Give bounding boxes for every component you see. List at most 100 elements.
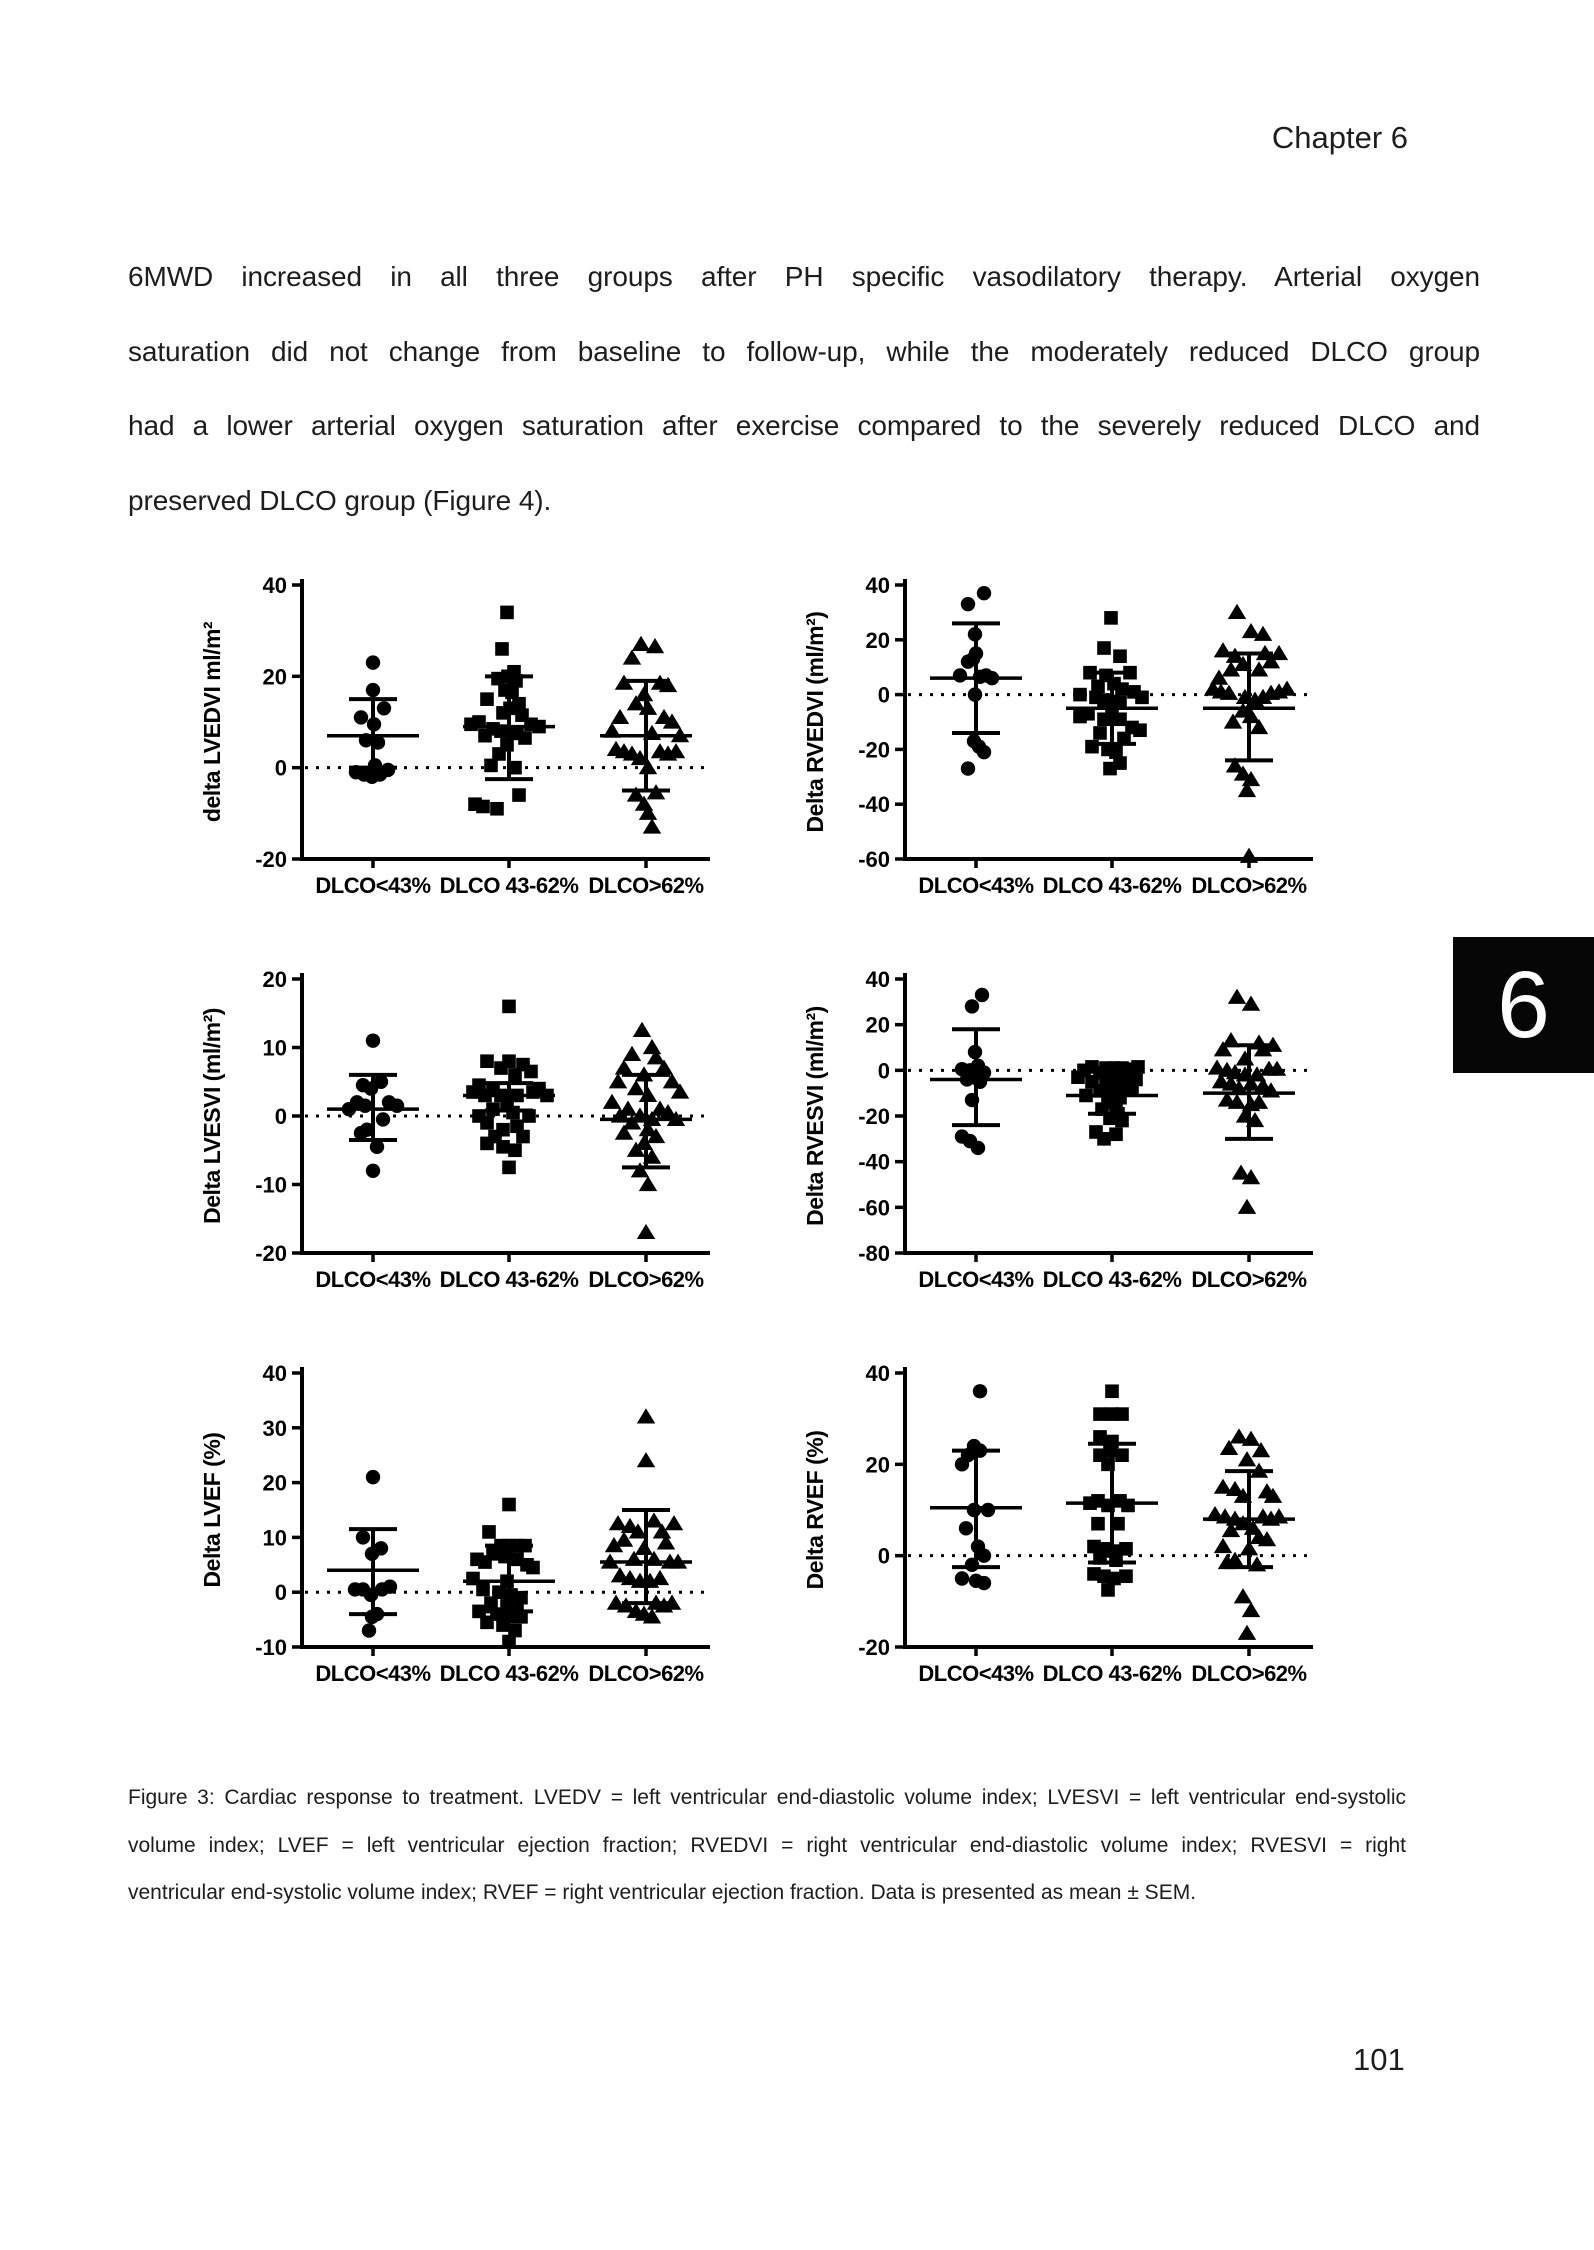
data-point-triangle [644, 1550, 664, 1566]
data-point-square [1093, 726, 1107, 740]
y-tick-label: -20 [858, 1104, 890, 1129]
data-point-square [1071, 1070, 1085, 1084]
data-point-square [1115, 1407, 1129, 1421]
data-point-triangle [1213, 1478, 1233, 1494]
data-point-triangle [1221, 1521, 1241, 1538]
data-point-square [526, 1560, 540, 1575]
x-tick-label: DLCO<43% [918, 1661, 1033, 1686]
data-point-circle [964, 1092, 980, 1108]
data-point-square [494, 724, 508, 738]
data-point-square [476, 1582, 490, 1597]
data-point-square [1115, 1113, 1129, 1128]
data-point-square [1113, 649, 1127, 664]
data-point-square [492, 1585, 506, 1599]
data-point-square [1113, 712, 1127, 727]
data-point-circle [967, 1044, 983, 1060]
data-point-square [512, 788, 526, 802]
data-point-triangle [642, 724, 662, 741]
data-point-circle [972, 1384, 988, 1399]
data-point-triangle [1239, 847, 1259, 863]
data-point-triangle [1235, 1050, 1255, 1066]
data-point-square [480, 1615, 494, 1630]
data-point-triangle [1213, 1041, 1233, 1057]
data-point-circle [375, 1112, 391, 1127]
y-tick-label: 40 [263, 1361, 287, 1386]
data-point-square [1091, 679, 1105, 694]
data-point-triangle [622, 649, 642, 665]
data-point-circle [976, 1548, 992, 1563]
data-point-triangle [1251, 1442, 1271, 1458]
data-point-square [516, 1129, 530, 1144]
x-tick-label: DLCO>62% [588, 1267, 703, 1292]
data-point-square [1091, 1516, 1105, 1531]
data-point-triangle [656, 1534, 676, 1550]
data-point-circle [365, 682, 381, 698]
data-point-circle [967, 627, 983, 642]
y-tick-label: 20 [263, 664, 287, 689]
data-point-circle [341, 1101, 357, 1117]
chart-delta-rvesvi: 40 20 0 -20 -40 -60 -80 Delta RVESVI (ml/m²) DLC… [802, 967, 1313, 1292]
data-point-square [1111, 1516, 1125, 1531]
data-point-square [532, 719, 546, 734]
data-point-square [524, 1064, 538, 1079]
paragraph-line: 6MWD increased in all three groups after… [128, 261, 1480, 292]
data-point-circle [365, 1163, 381, 1178]
data-point-square [484, 758, 498, 773]
data-point-triangle [1241, 1601, 1261, 1618]
data-point-triangle [670, 1083, 690, 1099]
data-point-triangle [1263, 1036, 1283, 1052]
data-point-square [502, 1634, 516, 1649]
figure-caption: Figure 3: Cardiac response to treatment.… [128, 1774, 1406, 1917]
data-point-square [1115, 1448, 1129, 1462]
data-point-square [1085, 739, 1099, 754]
data-point-triangle [658, 1103, 678, 1120]
data-point-square [1115, 682, 1129, 696]
data-point-triangle [1253, 1041, 1273, 1057]
caption-line: Figure 3: Cardiac response to treatment.… [128, 1786, 1406, 1809]
data-point-square [1107, 1571, 1121, 1586]
data-point-triangle [670, 727, 690, 743]
data-point-square [491, 671, 505, 686]
paragraph-line: had a lower arterial oxygen saturation a… [128, 410, 1480, 441]
x-tick-label: DLCO<43% [918, 873, 1033, 898]
data-point-triangle [645, 638, 665, 654]
data-point-triangle [630, 1162, 650, 1178]
y-tick-label: 20 [866, 1013, 890, 1038]
data-point-triangle [634, 1066, 654, 1082]
data-point-square [1125, 1081, 1139, 1096]
x-tick-label: DLCO>62% [588, 1661, 703, 1686]
data-point-square [522, 1109, 536, 1123]
data-point-square [1093, 1084, 1107, 1098]
data-point-triangle [622, 1114, 642, 1130]
data-point-triangle [1263, 1487, 1283, 1503]
data-point-circle [357, 1098, 373, 1113]
data-point-square [1079, 1088, 1093, 1103]
data-point-square [1104, 611, 1118, 625]
data-point-circle [954, 1571, 970, 1586]
data-point-triangle [1221, 661, 1241, 677]
data-point-square [1101, 1498, 1115, 1513]
data-point-circle [365, 655, 381, 670]
y-tick-label: 30 [263, 1416, 287, 1441]
data-point-square [540, 1088, 554, 1103]
data-point-square [518, 731, 532, 745]
y-tick-label: -60 [858, 1195, 890, 1220]
data-point-square [482, 1525, 496, 1539]
data-point-triangle [642, 1148, 662, 1164]
data-point-triangle [1235, 688, 1255, 704]
x-tick-label: DLCO>62% [1191, 1661, 1306, 1686]
x-tick-label: DLCO 43-62% [440, 873, 579, 898]
y-tick-label: -40 [858, 1150, 890, 1175]
x-tick-label: DLCO>62% [588, 873, 703, 898]
y-tick-label: -20 [858, 737, 890, 762]
data-point-triangle [1231, 1164, 1251, 1180]
data-point-triangle [620, 1569, 640, 1586]
data-point-triangle [1221, 1032, 1241, 1048]
data-point-triangle [1233, 1588, 1253, 1604]
data-point-triangle [1267, 1060, 1287, 1076]
data-point-circle [365, 1033, 381, 1048]
data-point-triangle [1261, 1082, 1281, 1098]
data-point-square [1119, 1569, 1133, 1584]
data-point-circle [952, 668, 968, 683]
